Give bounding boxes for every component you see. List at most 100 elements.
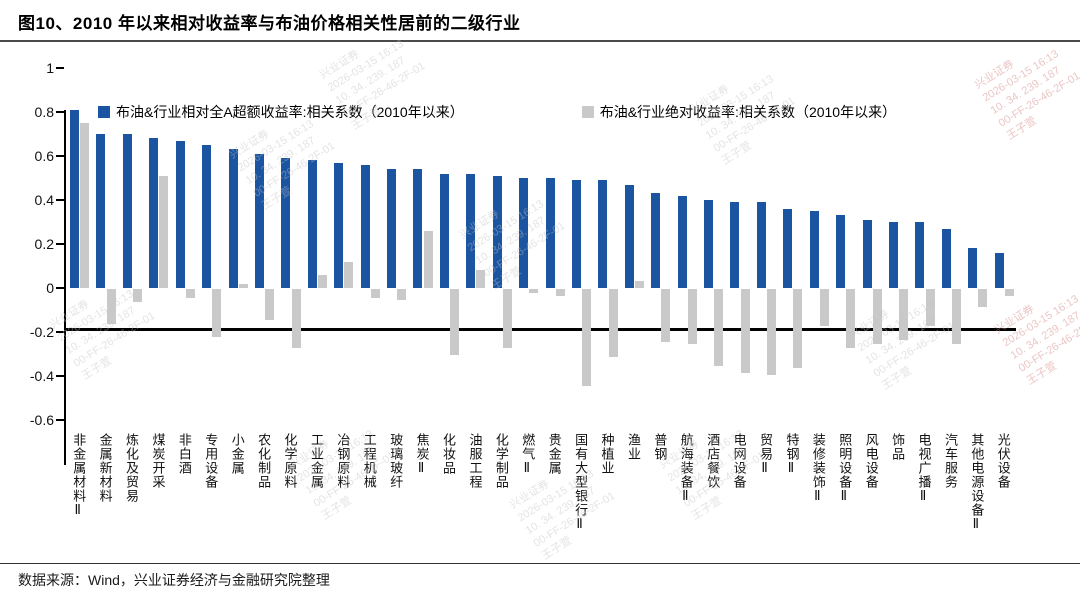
y-axis-tick-label: -0.2 — [29, 324, 54, 340]
bar-relative-corr — [175, 141, 185, 288]
y-axis-tick-mark — [56, 243, 64, 245]
x-axis-label: 酒店餐饮 — [705, 433, 721, 489]
bar-absolute-corr — [529, 289, 539, 293]
y-axis-tick-mark — [56, 331, 64, 333]
bar-absolute-corr — [291, 289, 301, 348]
bar-relative-corr — [228, 149, 238, 288]
bar-relative-corr — [334, 163, 344, 288]
bar-relative-corr — [413, 169, 423, 288]
legend-label-relative: 布油&行业相对全A超额收益率:相关系数（2010年以来） — [116, 104, 464, 120]
bar-relative-corr — [704, 200, 713, 288]
x-axis-label: 贸易Ⅱ — [758, 433, 774, 477]
zero-baseline — [64, 328, 1016, 331]
bar-relative-corr — [651, 193, 661, 288]
y-axis-tick-label: -0.4 — [29, 368, 54, 384]
bar-absolute-corr — [502, 289, 512, 348]
bar-relative-corr — [809, 211, 819, 288]
bar-chart: 布油&行业相对全A超额收益率:相关系数（2010年以来） 布油&行业绝对收益率:… — [0, 42, 1080, 557]
chart-title: 图10、2010 年以来相对收益率与布油价格相关性居前的二级行业 — [18, 14, 521, 33]
bar-absolute-corr — [582, 289, 592, 386]
x-axis-label: 工程机械 — [361, 433, 377, 489]
x-axis-label: 其他电源设备Ⅱ — [969, 433, 985, 533]
x-axis-label: 航海装备Ⅱ — [678, 433, 694, 505]
bar-relative-corr — [730, 202, 740, 288]
bar-absolute-corr — [317, 275, 327, 288]
bar-relative-corr — [994, 253, 1004, 288]
bar-absolute-corr — [133, 289, 143, 302]
x-axis-label: 非白酒 — [176, 433, 192, 475]
x-axis-label: 光伏设备 — [995, 433, 1011, 489]
bar-relative-corr — [836, 215, 846, 288]
bar-relative-corr — [571, 180, 581, 288]
bar-absolute-corr — [80, 123, 90, 288]
x-axis-label: 贵金属 — [546, 433, 562, 475]
y-axis-tick-mark — [56, 67, 64, 69]
x-axis-label: 工业金属 — [308, 433, 324, 489]
bar-absolute-corr — [634, 281, 644, 288]
bar-relative-corr — [968, 248, 978, 288]
bar-absolute-corr — [846, 289, 856, 348]
x-axis-label: 金属新材料 — [97, 433, 113, 503]
x-axis-label: 农化制品 — [256, 433, 272, 489]
legend-item-absolute: 布油&行业绝对收益率:相关系数（2010年以来） — [581, 102, 897, 122]
bar-absolute-corr — [978, 289, 988, 307]
bar-relative-corr — [281, 158, 291, 288]
x-axis-label: 油服工程 — [467, 433, 483, 489]
bar-absolute-corr — [344, 262, 354, 288]
bar-absolute-corr — [450, 289, 460, 355]
bar-relative-corr — [677, 196, 687, 288]
x-axis-label: 风电设备 — [863, 433, 879, 489]
bar-relative-corr — [202, 145, 212, 288]
bar-absolute-corr — [951, 289, 961, 344]
bar-relative-corr — [360, 165, 370, 288]
bar-absolute-corr — [608, 289, 618, 357]
bar-relative-corr — [941, 229, 951, 288]
y-axis-tick-label: 0.2 — [34, 236, 54, 252]
x-axis-label: 燃气Ⅱ — [520, 433, 536, 477]
bar-relative-corr — [149, 138, 159, 288]
y-axis-tick-mark — [56, 199, 64, 201]
bar-absolute-corr — [714, 289, 724, 366]
bar-absolute-corr — [212, 289, 222, 337]
data-source-text: 数据来源：Wind，兴业证券经济与金融研究院整理 — [18, 572, 330, 588]
bar-relative-corr — [624, 185, 634, 288]
x-axis-label: 玻璃玻纤 — [388, 433, 404, 489]
bar-relative-corr — [439, 174, 449, 288]
x-axis-label: 化学制品 — [493, 433, 509, 489]
bar-absolute-corr — [793, 289, 803, 368]
bar-absolute-corr — [106, 289, 116, 324]
bar-relative-corr — [862, 220, 872, 288]
x-axis-label: 特钢Ⅱ — [784, 433, 800, 477]
bar-absolute-corr — [872, 289, 882, 344]
bar-relative-corr — [70, 110, 79, 288]
y-axis-tick-label: 1 — [46, 60, 54, 76]
y-axis-tick-mark — [56, 419, 64, 421]
legend-label-absolute: 布油&行业绝对收益率:相关系数（2010年以来） — [599, 104, 897, 120]
bar-relative-corr — [307, 160, 317, 288]
y-axis-tick-mark — [56, 111, 64, 113]
bar-relative-corr — [598, 180, 608, 288]
bar-absolute-corr — [476, 270, 486, 288]
x-axis-label: 冶钢原料 — [335, 433, 351, 489]
x-axis-label: 小金属 — [229, 433, 245, 475]
y-axis-tick-label: 0 — [46, 280, 54, 296]
y-axis-tick-mark — [56, 375, 64, 377]
x-axis-label: 国有大型银行Ⅱ — [573, 433, 589, 533]
bar-relative-corr — [783, 209, 793, 288]
bar-absolute-corr — [740, 289, 750, 373]
x-axis-label: 化学原料 — [282, 433, 298, 489]
chart-legend: 布油&行业相对全A超额收益率:相关系数（2010年以来） 布油&行业绝对收益率:… — [98, 102, 896, 122]
bar-absolute-corr — [265, 289, 275, 320]
bar-absolute-corr — [423, 231, 433, 288]
bar-absolute-corr — [1004, 289, 1014, 296]
y-axis-tick-label: -0.6 — [29, 412, 54, 428]
bar-relative-corr — [888, 222, 898, 288]
x-axis-label: 炼化及贸易 — [124, 433, 140, 503]
y-axis-tick-label: 0.4 — [34, 192, 54, 208]
bar-absolute-corr — [238, 284, 248, 288]
bar-relative-corr — [915, 222, 925, 288]
bar-absolute-corr — [687, 289, 697, 344]
bar-relative-corr — [466, 174, 476, 288]
x-axis-label: 非金属材料Ⅱ — [71, 433, 87, 519]
